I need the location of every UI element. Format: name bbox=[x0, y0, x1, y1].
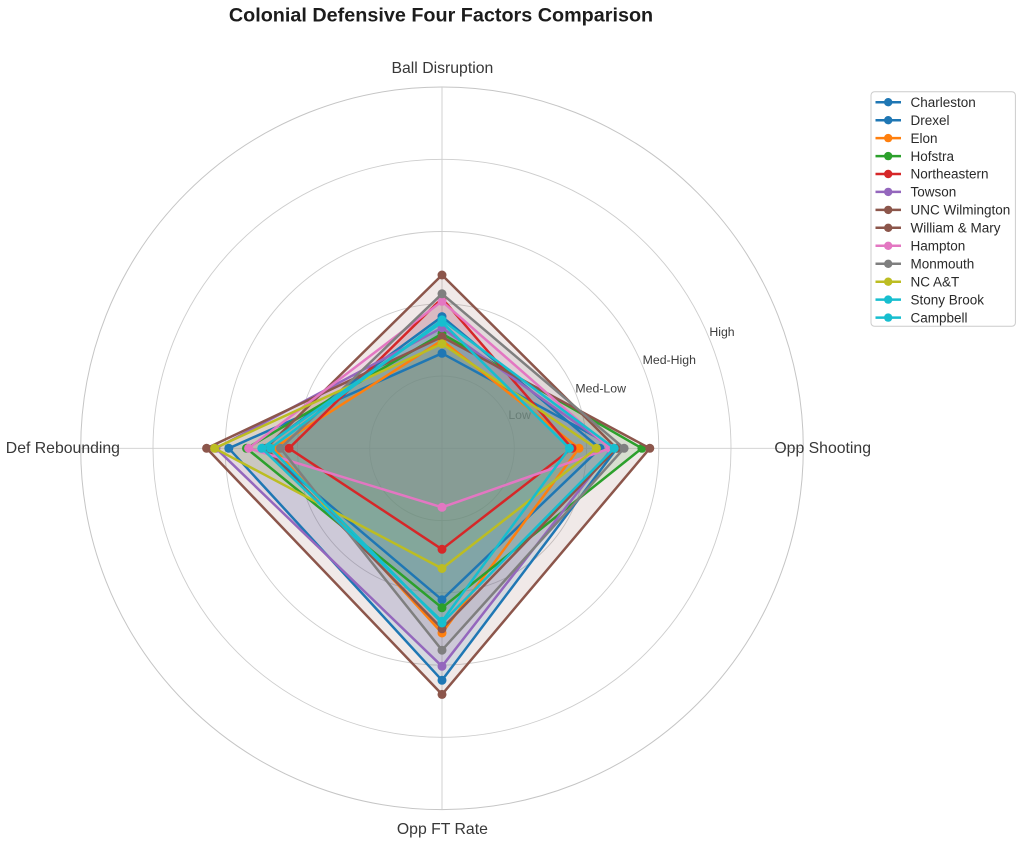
svg-text:Hofstra: Hofstra bbox=[911, 149, 955, 164]
svg-text:Drexel: Drexel bbox=[911, 113, 950, 128]
svg-text:Monmouth: Monmouth bbox=[911, 256, 975, 271]
svg-text:UNC Wilmington: UNC Wilmington bbox=[911, 203, 1011, 218]
svg-text:Towson: Towson bbox=[911, 185, 957, 200]
svg-text:Hampton: Hampton bbox=[911, 239, 966, 254]
svg-text:Low: Low bbox=[508, 408, 531, 422]
svg-text:Opp Shooting: Opp Shooting bbox=[774, 440, 871, 457]
svg-text:Northeastern: Northeastern bbox=[911, 167, 989, 182]
svg-text:Stony Brook: Stony Brook bbox=[911, 292, 985, 307]
svg-text:William & Mary: William & Mary bbox=[911, 221, 1001, 236]
svg-text:Def Rebounding: Def Rebounding bbox=[6, 440, 120, 457]
svg-text:Campbell: Campbell bbox=[911, 310, 968, 325]
svg-text:Elon: Elon bbox=[911, 131, 938, 146]
svg-text:High: High bbox=[709, 325, 734, 339]
svg-text:Med-Low: Med-Low bbox=[575, 381, 626, 395]
svg-text:Opp FT Rate: Opp FT Rate bbox=[397, 821, 488, 838]
svg-text:NC A&T: NC A&T bbox=[911, 274, 960, 289]
svg-text:Med-High: Med-High bbox=[643, 353, 696, 367]
svg-text:Colonial Defensive Four Factor: Colonial Defensive Four Factors Comparis… bbox=[229, 5, 653, 27]
svg-text:Ball Disruption: Ball Disruption bbox=[391, 60, 493, 77]
svg-text:Charleston: Charleston bbox=[911, 95, 976, 110]
